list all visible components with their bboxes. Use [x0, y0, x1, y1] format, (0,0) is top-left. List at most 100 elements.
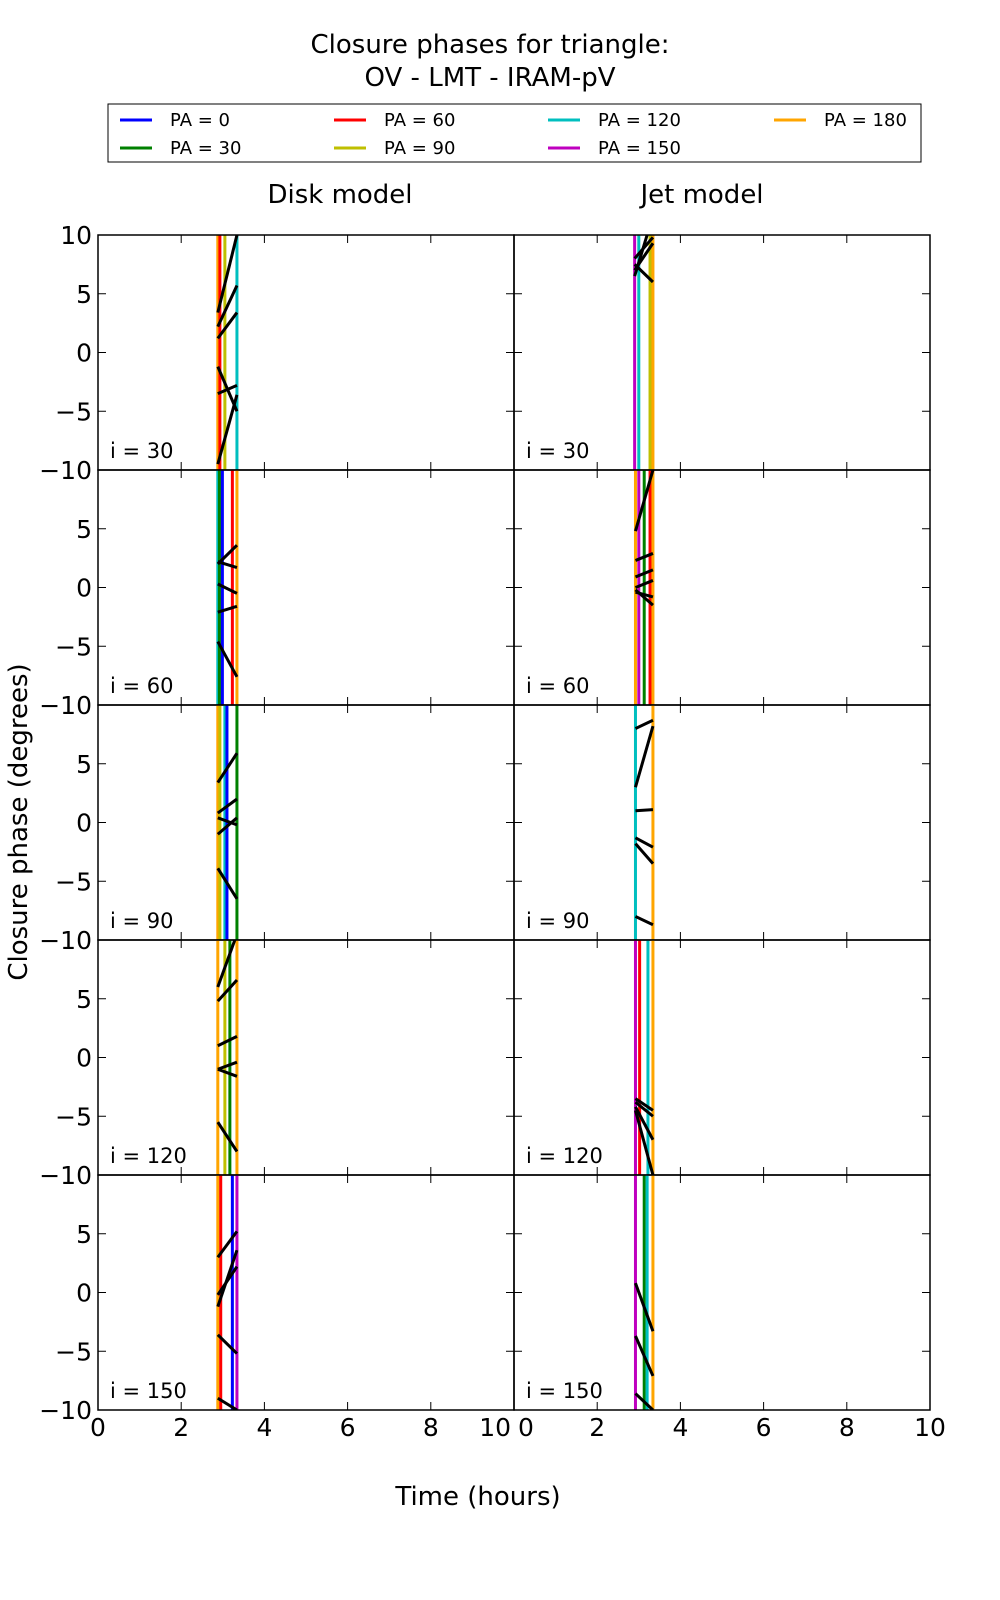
- legend-label: PA = 30: [170, 138, 241, 159]
- panel-frame: [97, 469, 515, 706]
- closure-phase-segment: [216, 797, 238, 815]
- closure-phase-segment: [216, 235, 239, 313]
- closure-phase-segment: [216, 394, 239, 465]
- chart-title: Closure phases for triangle:: [311, 30, 670, 60]
- panel-jet-row-1: i = 60: [513, 469, 931, 706]
- y-tick-label: 5: [76, 750, 92, 779]
- x-tick-label: 2: [589, 1413, 605, 1442]
- y-tick-label: −5: [55, 1337, 92, 1366]
- inclination-label: i = 150: [110, 1379, 187, 1403]
- closure-phase-segment: [634, 588, 654, 607]
- y-tick-label: −5: [55, 397, 92, 426]
- panels: −10 −5 0 5 10 i = 30 −10 −5 0 5 i = 60 −10 −5 0 5 i = 9…: [39, 221, 946, 1442]
- inclination-label: i = 60: [526, 674, 590, 698]
- x-tick-label: 8: [423, 1413, 439, 1442]
- closure-phase-segment: [216, 816, 238, 836]
- x-axis-label: Time (hours): [394, 1482, 560, 1512]
- y-tick-label: −5: [55, 867, 92, 896]
- inclination-label: i = 30: [110, 439, 174, 463]
- x-tick-label: 10: [914, 1413, 946, 1442]
- legend-label: PA = 120: [598, 110, 681, 131]
- closure-phase-segment: [216, 1230, 239, 1259]
- inclination-label: i = 30: [526, 439, 590, 463]
- closure-phase-segment: [216, 311, 239, 340]
- y-tick-label: 5: [76, 515, 92, 544]
- panel-disk-row-3: −10 −5 0 5 i = 120: [39, 939, 515, 1190]
- y-tick-label: −10: [39, 691, 92, 720]
- legend-box: [107, 103, 922, 163]
- closure-phase-segment: [217, 1060, 238, 1071]
- legend: PA = 0 PA = 30 PA = 60 PA = 90 PA = 120 PA = …: [120, 110, 907, 159]
- panel-frame: [97, 1174, 515, 1411]
- inclination-label: i = 90: [110, 909, 174, 933]
- x-tick-label: 0: [518, 1413, 534, 1442]
- closure-phase-segment: [216, 752, 239, 784]
- closure-phase-segment: [634, 915, 654, 927]
- legend-label: PA = 0: [170, 110, 230, 131]
- closure-phase-segment: [216, 1249, 239, 1308]
- y-tick-label: 10: [60, 221, 92, 250]
- closure-phase-segment: [634, 1335, 655, 1377]
- panel-frame: [513, 1174, 931, 1411]
- y-tick-label: −10: [39, 1161, 92, 1190]
- y-tick-label: 0: [76, 1044, 92, 1073]
- legend-label: PA = 180: [824, 110, 907, 131]
- y-tick-label: 0: [76, 1279, 92, 1308]
- panel-disk-row-1: −10 −5 0 5 i = 60: [39, 469, 515, 720]
- y-tick-label: −5: [55, 632, 92, 661]
- panel-frame: [513, 234, 931, 471]
- closure-phase-segment: [217, 384, 238, 396]
- closure-phase-segment: [217, 1396, 238, 1410]
- inclination-label: i = 120: [526, 1144, 603, 1168]
- closure-phase-segment: [216, 1121, 239, 1153]
- panel-jet-row-2: i = 90: [513, 704, 931, 941]
- inclination-label: i = 120: [110, 1144, 187, 1168]
- legend-label: PA = 150: [598, 138, 681, 159]
- y-tick-label: 5: [76, 1220, 92, 1249]
- closure-phase-segment: [634, 842, 655, 865]
- y-tick-label: 0: [76, 574, 92, 603]
- panel-frame: [97, 704, 515, 941]
- closure-phase-segment: [634, 1109, 655, 1175]
- closure-phase-segment: [634, 1392, 654, 1410]
- closure-phase-segment: [216, 867, 239, 900]
- x-tick-label: 8: [839, 1413, 855, 1442]
- closure-phase-segment: [216, 1333, 238, 1355]
- closure-phase-segment: [634, 836, 654, 849]
- x-tick-label: 4: [256, 1413, 272, 1442]
- panel-frame: [97, 234, 515, 471]
- closure-phase-segment: [216, 544, 238, 566]
- column-title-disk: Disk model: [267, 180, 412, 210]
- legend-label: PA = 90: [384, 138, 455, 159]
- panel-jet-row-4: i = 150 0 2 4 6 8 10: [513, 1174, 946, 1442]
- y-tick-label: −10: [39, 1396, 92, 1425]
- closure-phase-segment: [634, 1282, 655, 1332]
- x-tick-label: 10: [479, 1413, 511, 1442]
- panel-disk-row-0: −10 −5 0 5 10 i = 30: [39, 221, 515, 485]
- panel-frame: [513, 469, 931, 706]
- x-tick-label: 6: [756, 1413, 772, 1442]
- legend-label: PA = 60: [384, 110, 455, 131]
- y-tick-label: −5: [55, 1102, 92, 1131]
- inclination-label: i = 90: [526, 909, 590, 933]
- closure-phase-segment: [216, 940, 237, 988]
- closure-phase-segment: [634, 718, 654, 730]
- closure-phase-segment: [216, 640, 239, 678]
- closure-phase-segment: [633, 235, 649, 277]
- panel-jet-row-3: i = 120: [513, 939, 931, 1176]
- closure-phase-segment: [635, 808, 654, 813]
- x-tick-label: 2: [173, 1413, 189, 1442]
- closure-phase-segment: [217, 560, 238, 569]
- closure-phase-segment: [634, 568, 654, 579]
- closure-phase-segment: [634, 470, 655, 532]
- closure-phase-segment: [634, 1097, 654, 1112]
- panel-frame: [513, 939, 931, 1176]
- closure-phase-segment: [217, 1067, 238, 1078]
- panel-jet-row-0: i = 30: [513, 234, 931, 471]
- x-tick-label: 4: [672, 1413, 688, 1442]
- closure-phase-segment: [634, 579, 654, 589]
- panel-disk-row-2: −10 −5 0 5 i = 90: [39, 704, 515, 955]
- x-tick-label: 0: [90, 1413, 106, 1442]
